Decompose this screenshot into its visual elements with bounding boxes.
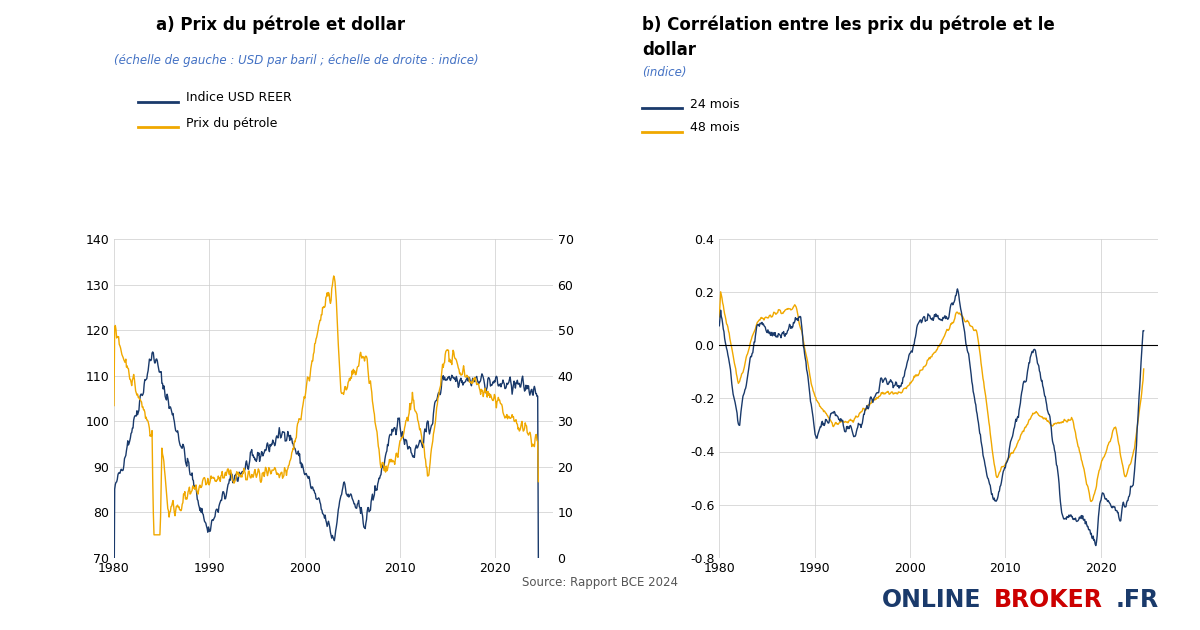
Text: dollar: dollar [642, 41, 696, 59]
Text: 48 mois: 48 mois [690, 121, 739, 134]
Text: 24 mois: 24 mois [690, 98, 739, 111]
Text: BROKER: BROKER [994, 588, 1103, 612]
Text: Prix du pétrole: Prix du pétrole [186, 117, 277, 130]
Text: Indice USD REER: Indice USD REER [186, 91, 292, 105]
Text: .FR: .FR [1116, 588, 1159, 612]
Text: a) Prix du pétrole et dollar: a) Prix du pétrole et dollar [156, 16, 406, 34]
Text: Source: Rapport BCE 2024: Source: Rapport BCE 2024 [522, 576, 678, 589]
Text: ONLINE: ONLINE [882, 588, 982, 612]
Text: b) Corrélation entre les prix du pétrole et le: b) Corrélation entre les prix du pétrole… [642, 16, 1055, 34]
Text: (échelle de gauche : USD par baril ; échelle de droite : indice): (échelle de gauche : USD par baril ; éch… [114, 54, 479, 67]
Text: (indice): (indice) [642, 66, 686, 79]
